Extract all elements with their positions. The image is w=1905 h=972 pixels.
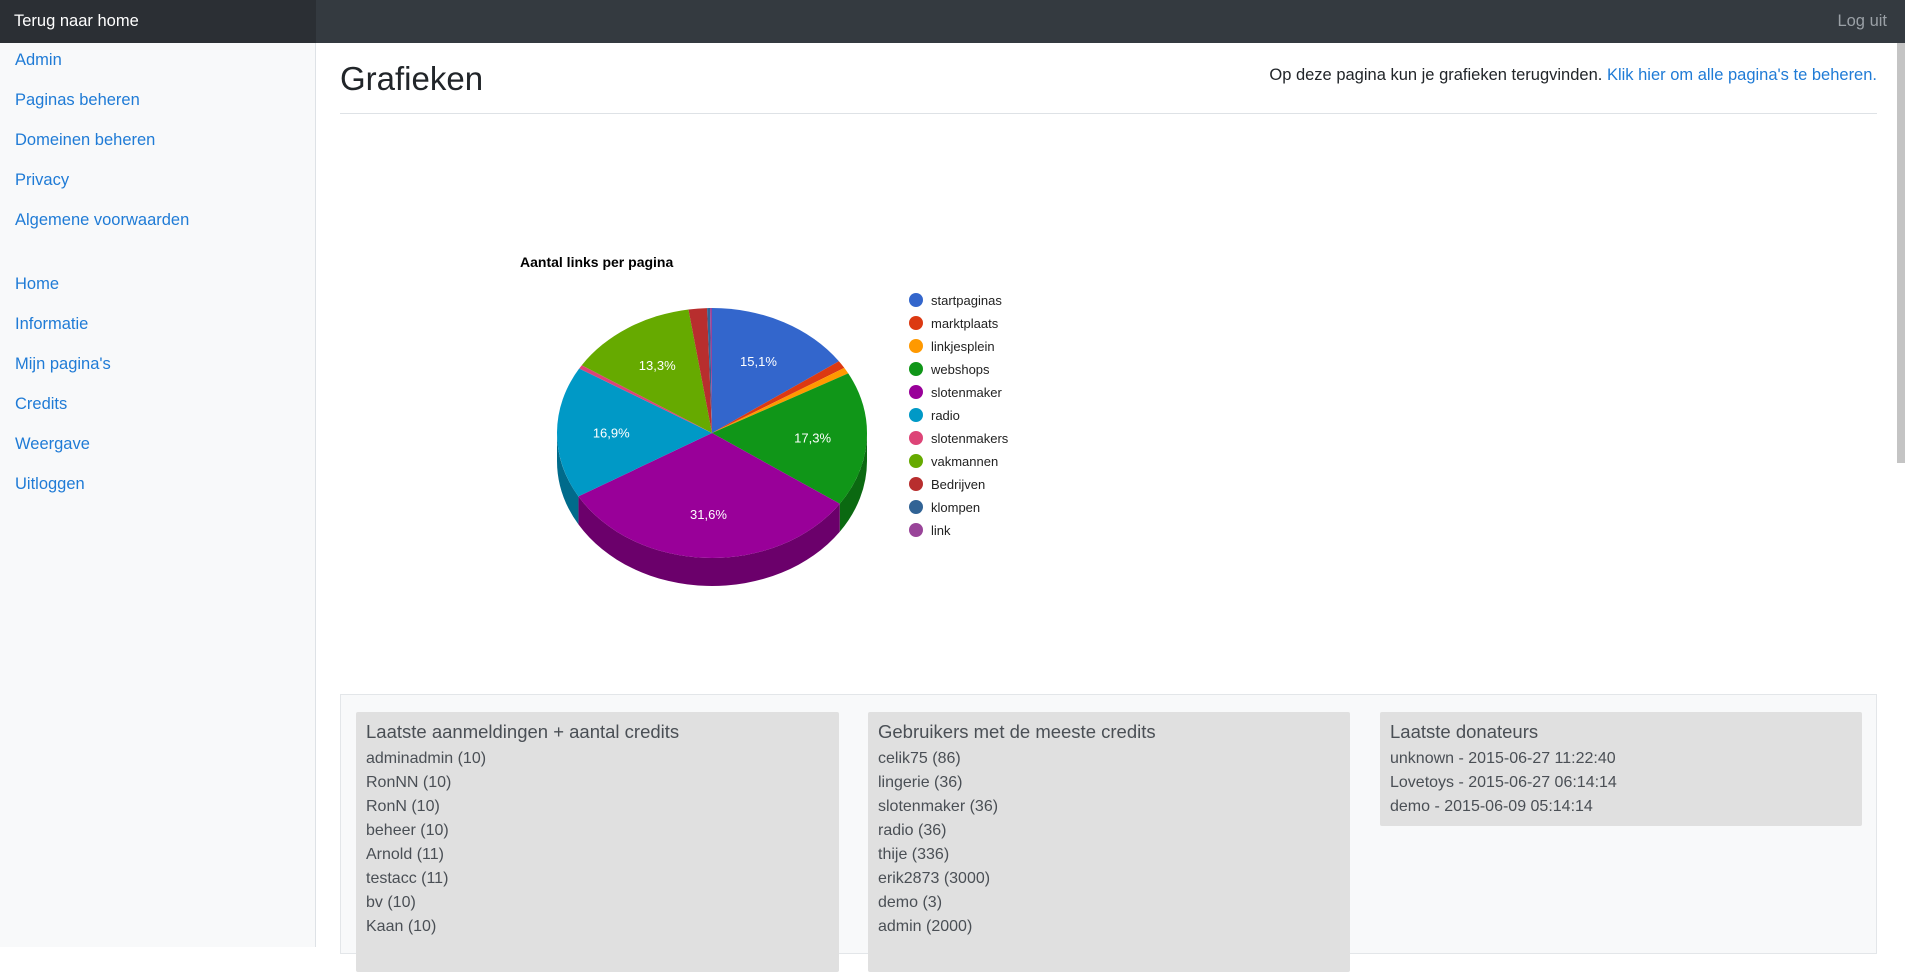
legend-marker <box>909 500 923 514</box>
list-item: RonNN (10) <box>366 774 452 791</box>
logout-link[interactable]: Log uit <box>1837 12 1887 30</box>
pie-slice-webshops[interactable] <box>712 373 867 504</box>
sidebar-item-informatie[interactable]: Informatie <box>15 315 89 333</box>
sidebar-item-admin[interactable]: Admin <box>15 51 62 69</box>
recent-signups-title: Laatste aanmeldingen + aantal credits <box>366 721 680 742</box>
sidebar-item-domeinen-beheren[interactable]: Domeinen beheren <box>15 131 156 149</box>
data-label: 13,3% <box>639 358 676 373</box>
legend-marker <box>909 523 923 537</box>
list-item: thije (336) <box>878 846 950 863</box>
pie-slice-startpaginas[interactable] <box>712 308 839 433</box>
list-item: unknown - 2015-06-27 11:22:40 <box>1390 750 1616 767</box>
sidebar-item-mijn-paginas[interactable]: Mijn pagina's <box>15 355 111 373</box>
pie-slice-klompen[interactable] <box>707 308 712 433</box>
legend-marker <box>909 362 923 376</box>
sidebar-item-privacy[interactable]: Privacy <box>15 171 70 189</box>
legend-marker <box>909 339 923 353</box>
donors-panel: Laatste donateurs unknown - 2015-06-27 1… <box>1380 712 1862 826</box>
list-item: radio (36) <box>878 822 947 839</box>
legend-label[interactable]: vakmannen <box>931 454 998 469</box>
top-credits-title: Gebruikers met de meeste credits <box>878 721 1156 742</box>
recent-signups-panel: Laatste aanmeldingen + aantal credits ad… <box>356 712 839 972</box>
pie-slice-vakmannen[interactable] <box>581 309 712 433</box>
list-item: Kaan (10) <box>366 918 437 935</box>
sidebar-item-uitloggen[interactable]: Uitloggen <box>15 475 85 493</box>
list-item: lingerie (36) <box>878 774 963 791</box>
main-content: Grafieken Op deze pagina kun je grafieke… <box>316 43 1905 972</box>
list-item: celik75 (86) <box>878 750 961 767</box>
page-intro: Op deze pagina kun je grafieken terugvin… <box>1269 66 1877 85</box>
page-title: Grafieken <box>340 60 484 97</box>
data-label: 17,3% <box>794 430 831 445</box>
legend-label[interactable]: webshops <box>930 362 990 377</box>
chart-title: Aantal links per pagina <box>520 254 673 270</box>
pie-slice-side-webshops <box>839 433 867 532</box>
legend-label[interactable]: radio <box>931 408 960 423</box>
list-item: Arnold (11) <box>366 846 444 863</box>
manage-pages-link[interactable]: Klik hier om alle pagina's te beheren. <box>1606 66 1877 84</box>
top-credits-panel: Gebruikers met de meeste credits celik75… <box>868 712 1350 972</box>
legend-label[interactable]: slotenmakers <box>931 431 1009 446</box>
legend-marker <box>909 477 923 491</box>
pie-chart: Aantal links per pagina 15,1% 17,3% 31,6% 16… <box>520 254 1009 586</box>
sidebar-item-home[interactable]: Home <box>15 275 60 293</box>
sidebar-item-credits[interactable]: Credits <box>15 395 68 413</box>
list-item: admin (2000) <box>878 918 973 935</box>
pie-slice-side-radio <box>557 433 579 525</box>
list-item: slotenmaker (36) <box>878 798 999 815</box>
donors-title: Laatste donateurs <box>1390 721 1539 742</box>
legend-label[interactable]: slotenmaker <box>931 385 1002 400</box>
legend-label[interactable]: marktplaats <box>931 316 999 331</box>
legend-marker <box>909 293 923 307</box>
legend-label[interactable]: linkjesplein <box>931 339 995 354</box>
pie-slice-radio[interactable] <box>557 368 712 497</box>
list-item: erik2873 (3000) <box>878 870 991 887</box>
list-item: Lovetoys - 2015-06-27 06:14:14 <box>1390 774 1617 791</box>
legend-marker <box>909 431 923 445</box>
legend-label[interactable]: startpaginas <box>931 293 1002 308</box>
legend-marker <box>909 316 923 330</box>
scrollbar[interactable] <box>1897 43 1905 463</box>
sidebar-item-algemene-voorwaarden[interactable]: Algemene voorwaarden <box>15 211 190 229</box>
legend-marker <box>909 408 923 422</box>
list-item: testacc (11) <box>366 870 449 887</box>
top-navbar: Terug naar home Log uit <box>0 0 1905 43</box>
pie-slice-link[interactable] <box>710 308 712 433</box>
legend-label[interactable]: klompen <box>931 500 980 515</box>
list-item: demo - 2015-06-09 05:14:14 <box>1390 798 1593 815</box>
back-to-home-link[interactable]: Terug naar home <box>0 0 316 43</box>
pie-slice-slotenmaker[interactable] <box>578 433 840 558</box>
sidebar-item-paginas-beheren[interactable]: Paginas beheren <box>15 91 140 109</box>
legend-label[interactable]: link <box>931 523 951 538</box>
legend-marker <box>909 385 923 399</box>
pie-slice-linkjesplein[interactable] <box>712 367 849 433</box>
data-label: 15,1% <box>740 354 777 369</box>
data-label: 16,9% <box>593 426 630 441</box>
list-item: adminadmin (10) <box>366 750 487 767</box>
pie-slice-bedrijven[interactable] <box>688 308 712 433</box>
intro-text: Op deze pagina kun je grafieken terugvin… <box>1269 66 1603 84</box>
legend-marker <box>909 454 923 468</box>
title-divider <box>340 113 1877 114</box>
stats-well: Laatste aanmeldingen + aantal credits ad… <box>340 694 1877 972</box>
legend-label[interactable]: Bedrijven <box>931 477 985 492</box>
pie-slice-side-slotenmaker <box>578 496 840 586</box>
list-item: RonN (10) <box>366 798 440 815</box>
pie-slice-marktplaats[interactable] <box>712 361 845 433</box>
list-item: beheer (10) <box>366 822 449 839</box>
list-item: bv (10) <box>366 894 416 911</box>
data-label: 31,6% <box>690 507 727 522</box>
pie-slice-slotenmakers[interactable] <box>579 365 712 433</box>
list-item: demo (3) <box>878 894 943 911</box>
sidebar: Admin Paginas beheren Domeinen beheren P… <box>0 43 316 947</box>
sidebar-item-weergave[interactable]: Weergave <box>15 435 90 453</box>
